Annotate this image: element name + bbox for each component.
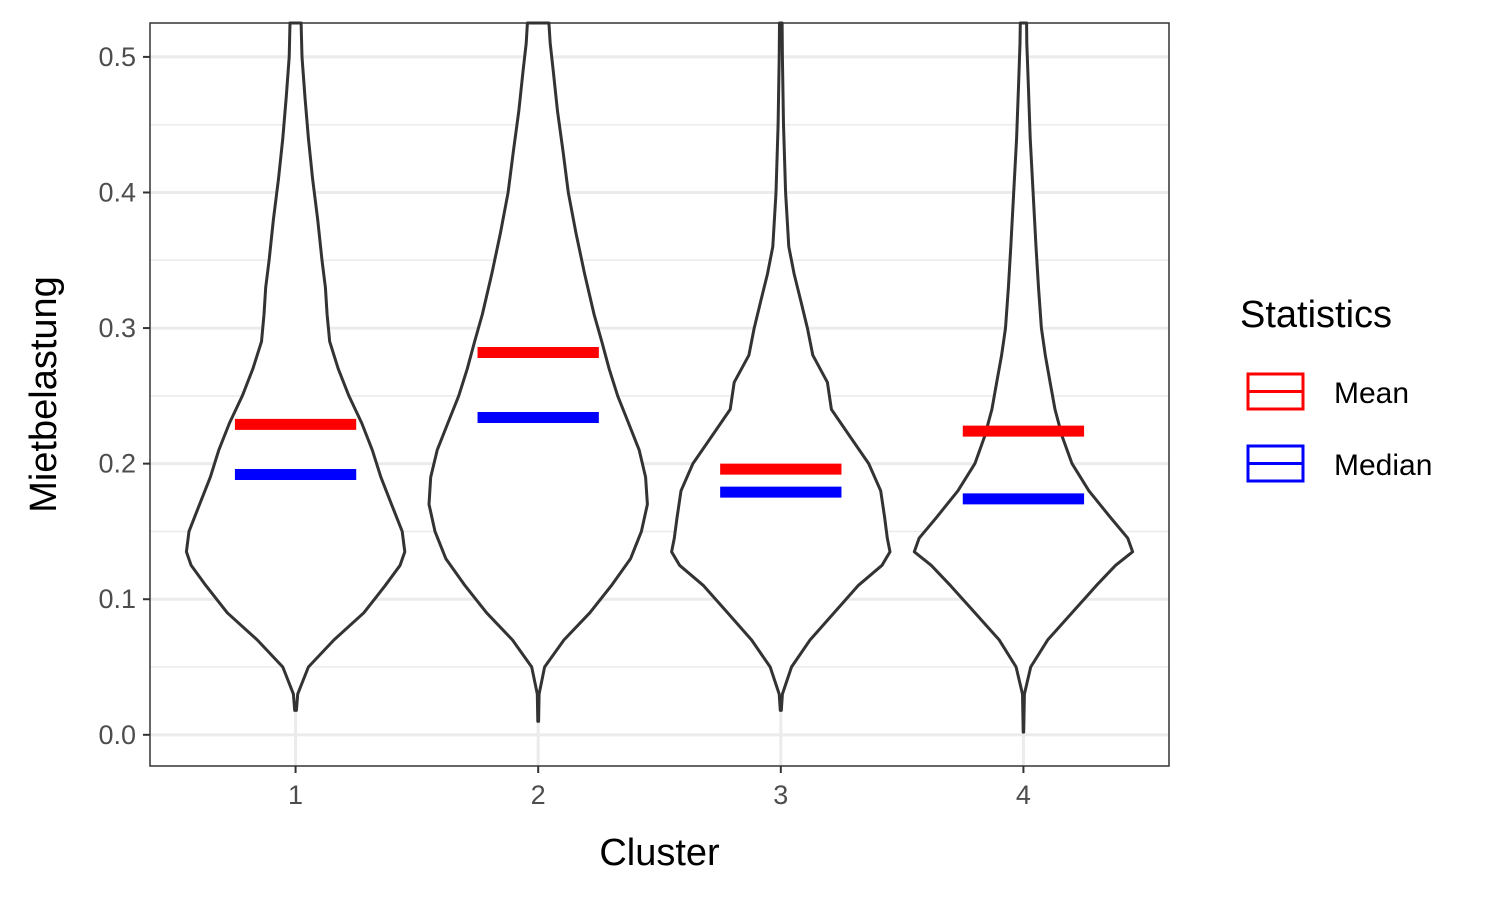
- y-axis-title: Mietbelastung: [23, 276, 65, 513]
- statistic-bars: [234, 346, 1085, 505]
- y-tick-label: 0.1: [98, 584, 136, 614]
- violin-cluster-3: [670, 21, 892, 712]
- violins: [184, 21, 1135, 734]
- x-axis-title: Cluster: [599, 832, 720, 874]
- x-tick-label: 1: [288, 780, 303, 810]
- legend-items: Mean Median: [1246, 372, 1432, 483]
- axis-ticks: 0.0 0.1 0.2 0.3 0.4 0.5 1 2 3 4: [98, 42, 1030, 810]
- legend: Statistics Mean Median: [1240, 294, 1432, 483]
- legend-title: Statistics: [1240, 294, 1392, 336]
- violin-cluster-2: [427, 21, 649, 723]
- violin-cluster-1: [184, 21, 407, 712]
- y-tick-label: 0.5: [98, 42, 136, 72]
- y-tick-label: 0.0: [98, 720, 136, 750]
- x-tick-label: 4: [1016, 780, 1031, 810]
- y-tick-label: 0.3: [98, 313, 136, 343]
- x-tick-label: 3: [773, 780, 788, 810]
- violin-cluster-4: [912, 21, 1135, 734]
- x-tick-label: 2: [531, 780, 546, 810]
- y-tick-label: 0.2: [98, 449, 136, 479]
- plot-panel-border: [149, 22, 1170, 767]
- legend-label-median: Median: [1334, 449, 1432, 482]
- legend-label-mean: Mean: [1334, 377, 1409, 410]
- y-tick-label: 0.4: [98, 177, 136, 207]
